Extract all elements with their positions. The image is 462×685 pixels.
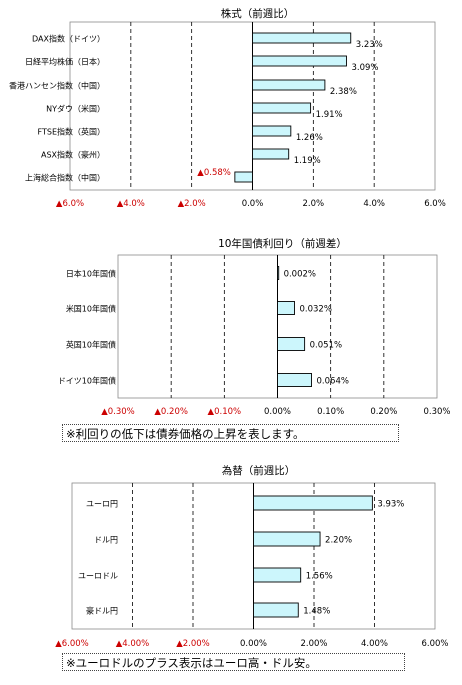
equity-bar: [252, 32, 352, 44]
equity-category-label: DAX指数（ドイツ）: [32, 34, 105, 44]
fx-value-label: 2.20%: [325, 536, 352, 546]
fx-tick-label: ▲2.00%: [176, 639, 210, 649]
fx-bar: [253, 531, 321, 547]
bond-bar: [277, 266, 280, 280]
fx-tick-label: 2.00%: [300, 639, 327, 649]
equity-value-label: 2.38%: [330, 87, 357, 97]
equity-bar: [252, 125, 292, 137]
fx-tick-label: 0.00%: [240, 639, 267, 649]
equity-tick-label: 4.0%: [363, 199, 385, 209]
equity-bar: [252, 79, 326, 91]
equity-value-label: 3.23%: [356, 40, 383, 50]
fx-category-label: ユーロ円: [86, 500, 118, 509]
fx-category-label: ドル円: [94, 536, 118, 545]
bond-category-label: 英国10年国債: [66, 340, 116, 350]
bond-value-label: 0.002%: [284, 270, 316, 280]
equity-chart-title: 株式（前週比）: [221, 7, 295, 20]
bond-category-label: 日本10年国債: [66, 269, 116, 279]
bond-tick-label: 0.00%: [264, 407, 291, 417]
fx-tick-label: ▲6.00%: [55, 639, 89, 649]
bond-value-label: 0.051%: [310, 341, 342, 351]
equity-bar: [252, 102, 312, 114]
bond-tick-label: ▲0.10%: [208, 407, 242, 417]
bond-category-label: ドイツ10年国債: [58, 376, 116, 386]
bond-category-label: 米国10年国債: [66, 304, 116, 314]
fx-footnote: ※ユーロドルのプラス表示はユーロ高・ドル安。: [62, 653, 405, 671]
fx-value-label: 1.48%: [303, 607, 330, 617]
bond-bar: [277, 301, 295, 315]
equity-value-label: 3.09%: [351, 63, 378, 73]
equity-bar: [234, 171, 253, 183]
fx-bar: [253, 495, 373, 511]
bond-tick-label: 0.10%: [317, 407, 344, 417]
equity-tick-label: ▲2.0%: [178, 199, 206, 209]
bond-value-label: 0.032%: [300, 305, 332, 315]
fx-value-label: 3.93%: [377, 500, 404, 510]
fx-tick-label: 4.00%: [361, 639, 388, 649]
fx-chart-title: 為替（前週比）: [222, 464, 296, 477]
equity-bar: [252, 55, 347, 67]
fx-tick-label: 6.00%: [421, 639, 448, 649]
fx-category-label: ユーロドル: [78, 572, 118, 581]
equity-tick-label: 2.0%: [303, 199, 325, 209]
bond-tick-label: ▲0.30%: [101, 407, 135, 417]
equity-tick-label: 6.0%: [424, 199, 446, 209]
equity-category-label: 日経平均株価（日本）: [25, 57, 105, 67]
equity-tick-label: ▲4.0%: [117, 199, 145, 209]
equity-value-label: 1.19%: [294, 156, 321, 166]
equity-value-label: 1.26%: [296, 133, 323, 143]
fx-value-label: 1.56%: [306, 572, 333, 582]
equity-category-label: ASX指数（豪州）: [41, 150, 105, 160]
equity-category-label: FTSE指数（英国）: [38, 127, 105, 137]
fx-category-label: 豪ドル円: [86, 606, 118, 616]
fx-bar: [253, 602, 299, 618]
equity-value-label: ▲0.58%: [197, 168, 231, 178]
bond-tick-label: 0.20%: [370, 407, 397, 417]
fx-tick-label: ▲4.00%: [116, 639, 150, 649]
equity-tick-label: ▲6.0%: [56, 199, 84, 209]
equity-bar: [252, 148, 290, 160]
bond-chart-title: 10年国債利回り（前週差）: [218, 237, 347, 250]
equity-tick-label: 0.0%: [242, 199, 264, 209]
equity-value-label: 1.91%: [316, 110, 343, 120]
bond-tick-label: ▲0.20%: [154, 407, 188, 417]
equity-category-label: 香港ハンセン指数（中国）: [9, 81, 105, 91]
bond-tick-label: 0.30%: [423, 407, 450, 417]
bond-bar: [277, 337, 306, 351]
bond-bar: [277, 373, 312, 387]
bonds-footnote: ※利回りの低下は債券価格の上昇を表します。: [62, 424, 399, 442]
fx-bar: [253, 567, 302, 583]
bond-value-label: 0.064%: [317, 377, 349, 387]
equity-category-label: NYダウ（米国）: [46, 104, 105, 114]
equity-category-label: 上海総合指数（中国）: [25, 173, 105, 183]
